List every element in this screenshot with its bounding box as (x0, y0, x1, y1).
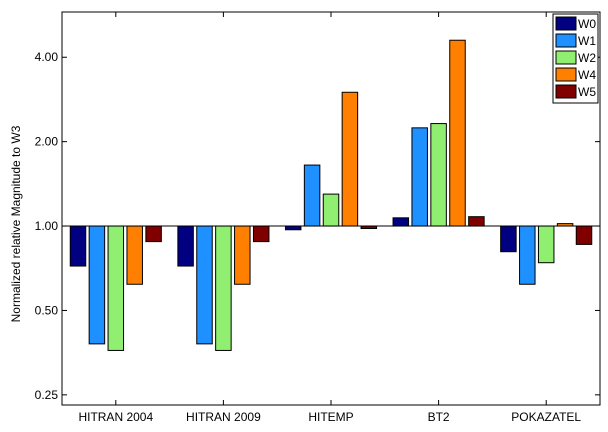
x-tick-label: HITRAN 2009 (186, 410, 261, 424)
bar-w2-hitemp (322, 193, 340, 227)
legend-swatch-w2 (555, 50, 577, 65)
y-tick-label: 4.00 (35, 50, 59, 64)
legend-label-w0: W0 (578, 17, 596, 31)
bar-w2-hitran-2004 (107, 225, 125, 351)
bar-w5-hitran-2009 (252, 225, 270, 243)
bar-w0-hitemp (284, 225, 302, 231)
legend-swatch-w5 (555, 84, 577, 99)
bar-w1-pokazatel (519, 225, 536, 285)
bar-w4-hitran-2009 (234, 225, 251, 285)
bar-w2-pokazatel (537, 225, 555, 264)
bar-w2-hitran-2009 (215, 225, 232, 351)
bar-w1-hitemp (303, 164, 321, 227)
legend-swatch-w0 (555, 16, 577, 31)
y-axis-label: Normalized relative Magnitude to W3 (9, 125, 23, 322)
bar-w5-bt2 (468, 216, 485, 227)
legend-label-w1: W1 (578, 34, 596, 48)
bar-w1-bt2 (411, 127, 428, 227)
legend: W0 W1 W2 W4 W5 (552, 13, 599, 104)
x-tick-label: BT2 (428, 410, 450, 424)
bar-w0-bt2 (392, 217, 410, 227)
bar-w2-bt2 (430, 123, 447, 227)
x-tick-label: HITEMP (308, 410, 353, 424)
y-tick-label: 0.50 (35, 303, 59, 317)
bar-w5-hitran-2004 (145, 225, 162, 243)
bar-w1-hitran-2009 (196, 225, 213, 345)
bar-w4-bt2 (449, 39, 466, 227)
legend-swatch-w1 (555, 33, 577, 48)
plot-area (62, 39, 600, 351)
y-tick-label: 2.00 (35, 135, 59, 149)
legend-label-w5: W5 (578, 85, 596, 99)
bar-w0-hitran-2009 (177, 225, 194, 267)
bar-w4-hitran-2004 (126, 225, 143, 285)
bar-w1-hitran-2004 (88, 225, 106, 345)
bar-w0-hitran-2004 (69, 225, 87, 267)
x-tick-label: POKAZATEL (511, 410, 581, 424)
legend-label-w2: W2 (578, 51, 596, 65)
axes: 0.25 0.50 1.00 2.00 4.00 HITRAN 2004 HITRAN 20… (35, 11, 601, 424)
y-tick-label: 0.25 (35, 388, 59, 402)
x-tick-label: HITRAN 2004 (78, 410, 153, 424)
y-tick-label: 1.00 (35, 219, 59, 233)
bar-w0-pokazatel (500, 225, 517, 253)
legend-swatch-w4 (555, 67, 577, 82)
bar-w5-pokazatel (575, 225, 593, 245)
bar-w4-hitemp (341, 91, 359, 227)
legend-label-w4: W4 (578, 68, 596, 82)
